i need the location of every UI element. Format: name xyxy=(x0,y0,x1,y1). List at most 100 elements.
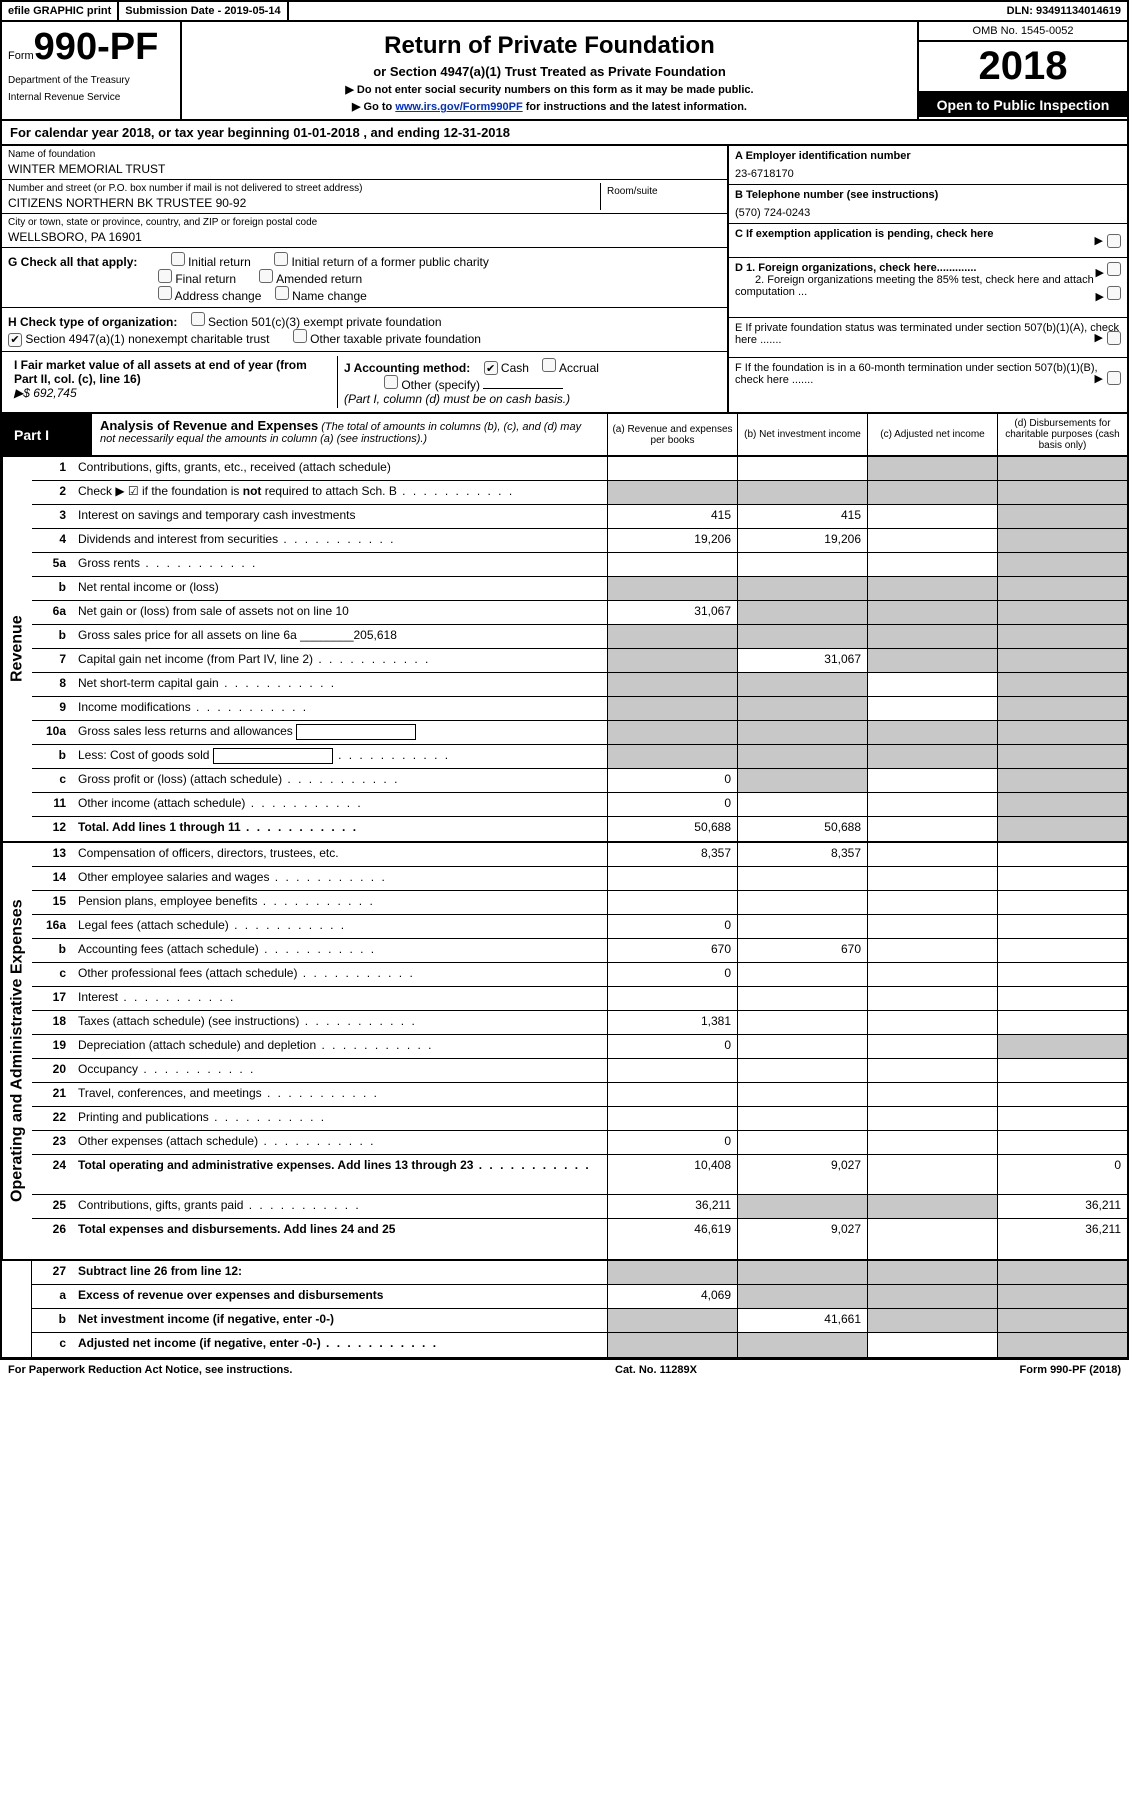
chk-501c3[interactable] xyxy=(191,312,205,326)
row-number: 23 xyxy=(32,1131,72,1154)
cell-col-c xyxy=(867,843,997,866)
part1-label: Part I xyxy=(2,414,92,455)
cell-col-dd xyxy=(997,915,1127,938)
form-title: Return of Private Foundation xyxy=(188,32,911,60)
cell-col-c xyxy=(867,1083,997,1106)
g-label: G Check all that apply: xyxy=(8,255,137,269)
chk-amended[interactable] xyxy=(259,269,273,283)
chk-exemption-pending[interactable] xyxy=(1107,234,1121,248)
cell-col-c xyxy=(867,1107,997,1130)
j-label: J Accounting method: xyxy=(344,361,470,375)
note-link-prefix: ▶ Go to xyxy=(352,101,395,113)
row-number: 24 xyxy=(32,1155,72,1194)
chk-name-change[interactable] xyxy=(275,286,289,300)
cell-col-a: 4,069 xyxy=(607,1285,737,1308)
row-number: b xyxy=(32,577,72,600)
chk-address-change[interactable] xyxy=(158,286,172,300)
chk-foreign-org[interactable] xyxy=(1107,262,1121,276)
row-desc: Total. Add lines 1 through 11 xyxy=(72,817,607,841)
table-row: 12Total. Add lines 1 through 1150,68850,… xyxy=(32,817,1127,841)
row-number: c xyxy=(32,963,72,986)
cell-col-a: 0 xyxy=(607,793,737,816)
cell-col-a: 31,067 xyxy=(607,601,737,624)
cell-col-b: 31,067 xyxy=(737,649,867,672)
cell-col-b: 8,357 xyxy=(737,843,867,866)
phone-box: B Telephone number (see instructions) (5… xyxy=(729,185,1127,224)
g-opt6: Name change xyxy=(292,289,367,303)
cell-col-dd xyxy=(997,987,1127,1010)
cell-col-a: 8,357 xyxy=(607,843,737,866)
cell-col-dd xyxy=(997,457,1127,480)
ein-box: A Employer identification number 23-6718… xyxy=(729,146,1127,185)
phone-value: (570) 724-0243 xyxy=(735,207,1121,219)
cell-col-c xyxy=(867,553,997,576)
cell-col-dd xyxy=(997,1059,1127,1082)
table-row: aExcess of revenue over expenses and dis… xyxy=(32,1285,1127,1309)
cell-col-a: 0 xyxy=(607,769,737,792)
row-desc: Occupancy xyxy=(72,1059,607,1082)
chk-85pct[interactable] xyxy=(1107,286,1121,300)
row-desc: Gross sales less returns and allowances xyxy=(72,721,607,744)
tax-year: 2018 xyxy=(919,42,1127,93)
cell-col-dd xyxy=(997,553,1127,576)
chk-other-taxable[interactable] xyxy=(293,329,307,343)
g-opt3: Final return xyxy=(175,272,236,286)
cell-col-a xyxy=(607,673,737,696)
table-row: 14Other employee salaries and wages xyxy=(32,867,1127,891)
cell-col-c xyxy=(867,721,997,744)
form-header: Form990-PF Department of the Treasury In… xyxy=(0,22,1129,121)
cell-col-a xyxy=(607,1309,737,1332)
cell-col-c xyxy=(867,1309,997,1332)
cell-col-b xyxy=(737,1107,867,1130)
chk-status-terminated[interactable] xyxy=(1107,331,1121,345)
col-d-header: (d) Disbursements for charitable purpose… xyxy=(997,414,1127,455)
col-headers: (a) Revenue and expenses per books (b) N… xyxy=(607,414,1127,455)
room-label: Room/suite xyxy=(607,186,715,197)
chk-4947[interactable] xyxy=(8,333,22,347)
h-opt3: Other taxable private foundation xyxy=(310,332,481,346)
cell-col-c xyxy=(867,457,997,480)
chk-cash[interactable] xyxy=(484,361,498,375)
cell-col-c xyxy=(867,505,997,528)
col-c-header: (c) Adjusted net income xyxy=(867,414,997,455)
j-other: Other (specify) xyxy=(401,378,480,392)
chk-initial-former[interactable] xyxy=(274,252,288,266)
h-label: H Check type of organization: xyxy=(8,315,177,329)
cell-col-c xyxy=(867,529,997,552)
chk-initial-return[interactable] xyxy=(171,252,185,266)
cell-col-dd xyxy=(997,721,1127,744)
cell-col-b xyxy=(737,769,867,792)
cell-col-dd xyxy=(997,697,1127,720)
g-opt1: Initial return xyxy=(188,255,251,269)
cell-col-a: 0 xyxy=(607,1131,737,1154)
chk-60month[interactable] xyxy=(1107,371,1121,385)
bottom-spacer xyxy=(2,1261,32,1357)
cell-col-a xyxy=(607,1083,737,1106)
form-subtitle: or Section 4947(a)(1) Trust Treated as P… xyxy=(188,64,911,79)
cell-col-dd: 36,211 xyxy=(997,1195,1127,1218)
row-desc: Taxes (attach schedule) (see instruction… xyxy=(72,1011,607,1034)
cell-col-dd xyxy=(997,1131,1127,1154)
chk-final-return[interactable] xyxy=(158,269,172,283)
row-desc: Gross sales price for all assets on line… xyxy=(72,625,607,648)
irs-link[interactable]: www.irs.gov/Form990PF xyxy=(395,101,522,113)
table-row: 2Check ▶ ☑ if the foundation is not requ… xyxy=(32,481,1127,505)
row-number: 17 xyxy=(32,987,72,1010)
row-number: 13 xyxy=(32,843,72,866)
cell-col-c xyxy=(867,673,997,696)
cell-col-dd xyxy=(997,817,1127,841)
table-row: 18Taxes (attach schedule) (see instructi… xyxy=(32,1011,1127,1035)
row-number: b xyxy=(32,1309,72,1332)
cell-col-b xyxy=(737,1011,867,1034)
table-row: bNet rental income or (loss) xyxy=(32,577,1127,601)
cell-col-a: 0 xyxy=(607,1035,737,1058)
cell-col-dd xyxy=(997,481,1127,504)
table-row: 24Total operating and administrative exp… xyxy=(32,1155,1127,1195)
chk-other-method[interactable] xyxy=(384,375,398,389)
d2-label: 2. Foreign organizations meeting the 85%… xyxy=(735,274,1094,298)
chk-accrual[interactable] xyxy=(542,358,556,372)
revenue-rows: 1Contributions, gifts, grants, etc., rec… xyxy=(32,457,1127,841)
header-right: OMB No. 1545-0052 2018 Open to Public In… xyxy=(917,22,1127,119)
table-row: 22Printing and publications xyxy=(32,1107,1127,1131)
info-right: A Employer identification number 23-6718… xyxy=(727,146,1127,412)
